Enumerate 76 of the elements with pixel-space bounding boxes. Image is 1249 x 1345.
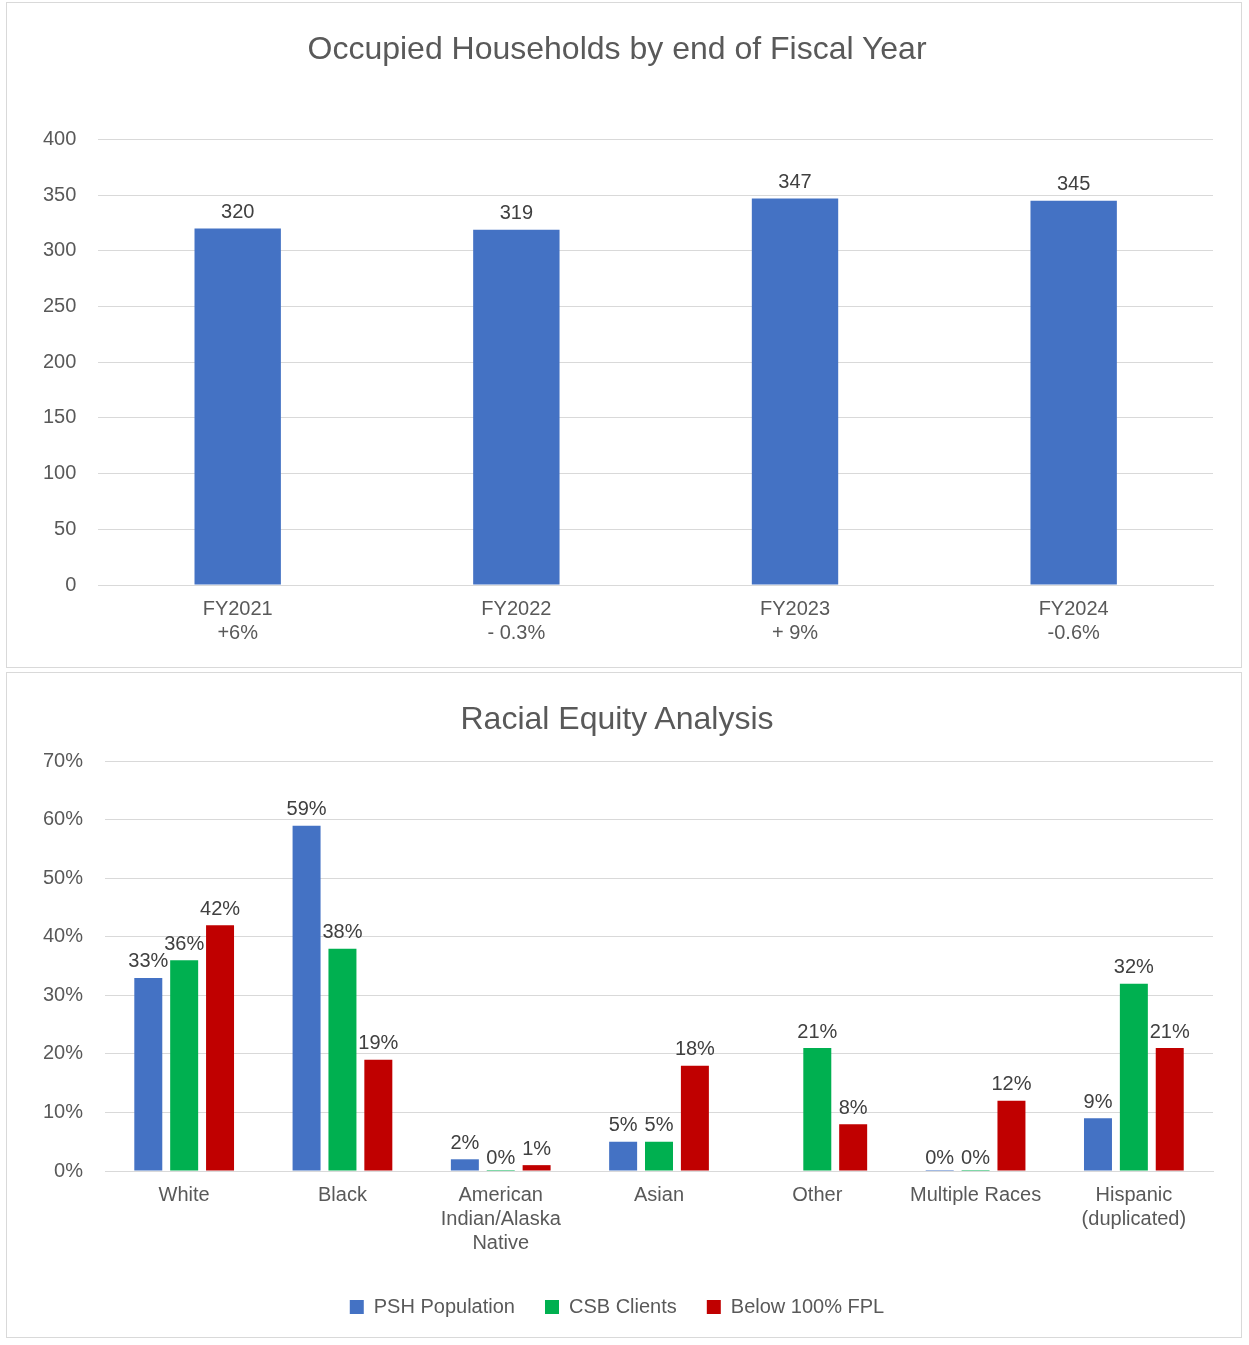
bar [645, 1141, 674, 1171]
bar [680, 1065, 709, 1171]
y-tick-label: 60% [43, 807, 84, 830]
data-label: 0% [925, 1145, 955, 1168]
x-tick-label: White [158, 1182, 210, 1205]
y-tick-label: 250 [42, 294, 77, 317]
x-tick-label: Hispanic (duplicated) [1081, 1182, 1187, 1229]
x-tick-label: Black [318, 1182, 368, 1205]
y-tick-label: 0 [65, 572, 77, 595]
data-label: 19% [358, 1031, 399, 1054]
data-label: 0% [961, 1145, 991, 1168]
y-tick-label: 150 [42, 405, 77, 428]
y-tick-label: 70% [43, 748, 84, 771]
y-tick-label: 0% [54, 1158, 84, 1181]
chart-title: Occupied Households by end of Fiscal Year [307, 30, 927, 67]
bar [134, 977, 163, 1171]
data-label: 5% [608, 1113, 638, 1136]
data-label: 1% [522, 1136, 552, 1159]
y-tick-label: 50% [43, 865, 84, 888]
data-label: 0% [486, 1145, 516, 1168]
bar [839, 1124, 868, 1171]
x-tick-label: American Indian/Alaska Native [440, 1182, 562, 1253]
x-tick-label: FY2024 -0.6% [1038, 596, 1109, 643]
bar [473, 229, 560, 585]
bar [1030, 200, 1117, 585]
bar [751, 198, 839, 585]
bar [1155, 1048, 1184, 1171]
bar [997, 1100, 1026, 1171]
data-label: 5% [644, 1113, 674, 1136]
y-tick-label: 30% [43, 982, 84, 1005]
data-label: 21% [797, 1019, 838, 1042]
x-tick-label: FY2023 + 9% [759, 596, 831, 643]
bar [170, 960, 199, 1171]
bar [206, 925, 235, 1171]
data-label: 38% [322, 920, 363, 943]
legend-label: PSH Population [373, 1294, 515, 1317]
data-label: 42% [200, 896, 241, 919]
data-label: 18% [674, 1037, 716, 1060]
data-label: 2% [450, 1130, 480, 1153]
data-label: 21% [1149, 1019, 1190, 1042]
data-label: 347 [778, 169, 812, 192]
data-label: 345 [1056, 172, 1091, 195]
y-tick-label: 20% [43, 1041, 84, 1064]
x-tick-label: Other [792, 1182, 843, 1205]
y-tick-label: 40% [43, 924, 84, 947]
x-tick-label: Multiple Races [909, 1182, 1042, 1205]
data-label: 59% [286, 797, 327, 820]
data-label: 320 [221, 200, 255, 223]
data-label: 9% [1083, 1089, 1113, 1112]
bar [450, 1159, 479, 1171]
x-tick-label: FY2021 +6% [202, 596, 273, 643]
bar [1119, 983, 1148, 1171]
data-label: 32% [1113, 955, 1155, 978]
data-label: 8% [838, 1095, 868, 1118]
y-tick-label: 10% [43, 1100, 84, 1122]
bar [364, 1059, 393, 1171]
bar [194, 228, 281, 585]
y-tick-label: 100 [42, 461, 77, 484]
data-label: 12% [991, 1072, 1032, 1095]
chart-title: Racial Equity Analysis [460, 700, 774, 737]
legend-label: CSB Clients [568, 1294, 677, 1317]
bar [328, 948, 357, 1171]
x-tick-label: FY2022 - 0.3% [481, 596, 552, 643]
y-tick-label: 300 [42, 238, 77, 261]
legend-label: Below 100% FPL [730, 1294, 885, 1317]
x-tick-label: Asian [634, 1182, 685, 1205]
bar [1083, 1118, 1112, 1171]
data-label: 319 [499, 201, 534, 224]
y-tick-label: 400 [42, 126, 77, 149]
bar [292, 825, 321, 1171]
y-tick-label: 50 [54, 516, 77, 539]
y-tick-label: 200 [42, 349, 77, 372]
bar [522, 1165, 551, 1171]
bar [609, 1141, 638, 1171]
bar [803, 1048, 832, 1171]
y-tick-label: 350 [42, 182, 77, 205]
